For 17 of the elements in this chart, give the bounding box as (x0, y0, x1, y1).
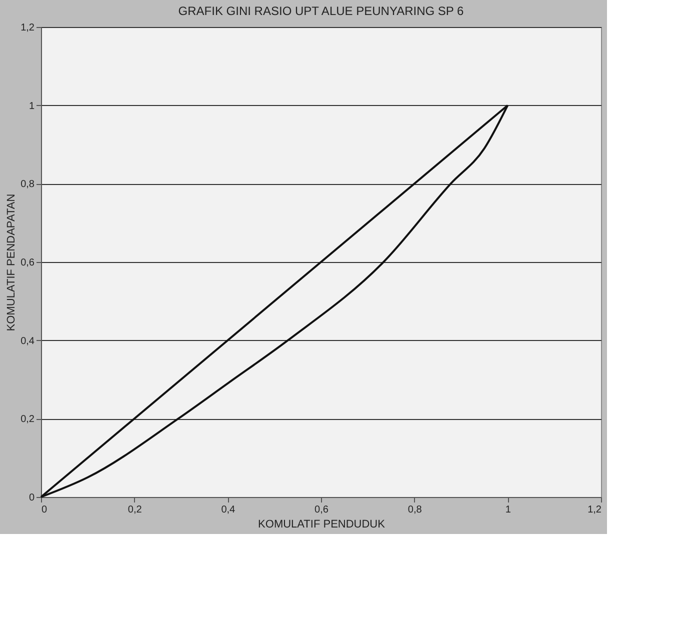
x-tick-label: 0,8 (408, 504, 422, 516)
x-tick-label: 1,2 (588, 504, 602, 516)
y-tick-label: 0,8 (20, 179, 35, 190)
x-tick-label: 0,6 (314, 504, 329, 516)
y-tick-label: 0 (28, 492, 35, 504)
y-tick-label: 1,2 (20, 22, 35, 34)
y-tick-label: 0,2 (20, 414, 35, 426)
x-tick-label: 0 (42, 504, 48, 516)
x-tick-label: 0,2 (128, 504, 142, 516)
y-tick-label: 0,4 (20, 336, 35, 347)
x-tick-label: 0,4 (221, 504, 236, 516)
y-axis-title: KOMULATIF PENDAPATAN (6, 194, 18, 332)
x-axis-title: KOMULATIF PENDUDUK (258, 518, 386, 530)
chart-title: GRAFIK GINI RASIO UPT ALUE PEUNYARING SP 6 (178, 4, 464, 18)
y-tick-label: 1 (28, 100, 35, 112)
y-tick-label: 0,6 (20, 258, 35, 268)
x-tick-label: 1 (505, 504, 512, 516)
